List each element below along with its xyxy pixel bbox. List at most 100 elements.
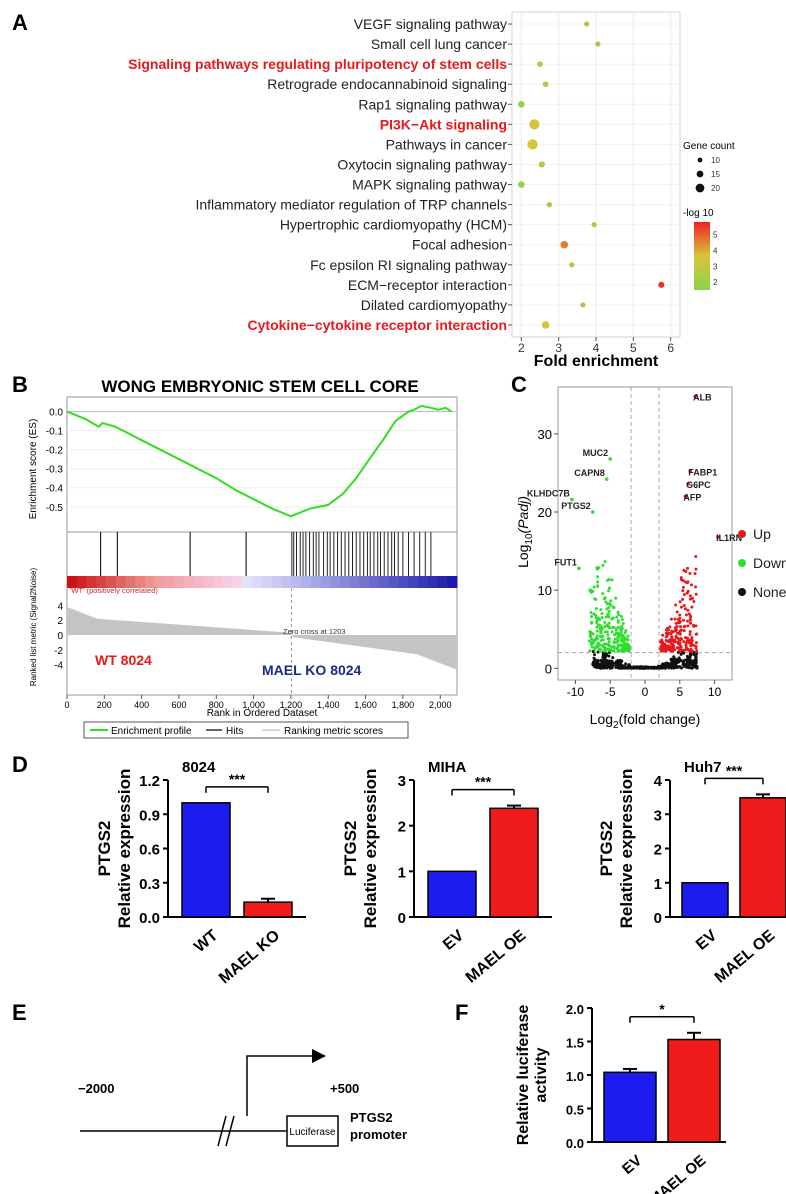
gene-point-none [694,653,698,657]
gene-point-down [601,592,605,596]
gene-point-up [689,621,693,625]
metric-heat-segment [398,576,409,588]
pathway-label: Dilated cardiomyopathy [361,297,507,313]
volcano-legend-label: Up [753,526,771,542]
gene-point-up [688,633,692,637]
gene-point-up [673,617,677,621]
gene-point-down [592,612,596,616]
volcano-x-axis-title: Log2(fold change) [590,711,701,731]
gene-point-up [686,608,690,612]
panel-letter-e: E [12,1000,27,1025]
y-tick-label: 0.3 [139,876,160,893]
bar [681,882,729,918]
gene-point-none [641,666,645,670]
gene-point-down [606,612,610,616]
gene-point-up [676,631,680,635]
metric-tick-label: -4 [54,661,63,672]
gene-point-up [695,649,699,653]
gene-point-up [683,607,687,611]
gene-point-up [674,621,678,625]
break-mark-left [217,1115,227,1147]
gene-label: IL1RN [716,533,742,543]
legend-hits-label: Hits [226,726,243,737]
gene-point-up [685,636,689,640]
gene-point-up [686,589,690,593]
y-tick-label: 1 [398,864,406,881]
gene-point-up [678,620,682,624]
es-tick-label: -0.4 [46,484,64,495]
gene-point-down [625,642,629,646]
gene-point-up [694,555,698,559]
gene-point-up [673,626,677,630]
gene-point-down [622,647,626,651]
legend-metric-label: Ranking metric scores [284,726,383,737]
enrichment-profile-line [66,404,452,518]
color-legend-label: 2 [713,278,718,287]
volcano-y-tick-label: 20 [538,505,552,520]
color-legend-bar [694,222,710,290]
significance-marker: *** [726,762,743,778]
size-legend-dot [695,183,705,193]
gene-point-up [688,618,692,622]
gene-point-down [607,615,611,619]
gene-point-down [588,634,592,638]
gene-point-down [603,648,607,652]
x-tick-label: 5 [630,341,637,355]
y-axis-title-line2: activity [533,1047,550,1102]
gene-point-none [694,658,698,662]
gene-point-none [678,665,682,669]
color-legend-label: 5 [713,231,718,240]
metric-heat-segment [67,576,78,588]
gene-point-up [677,642,681,646]
bar [181,802,231,918]
size-legend-title: Gene count [683,141,735,152]
gene-point-up [690,636,694,640]
gene-point-down [612,640,616,644]
pathway-label: MAPK signaling pathway [352,177,507,193]
gene-point-down [596,580,600,584]
gene-point-down [623,631,627,635]
y-tick-label: 2 [398,819,406,836]
gene-point-down [604,615,608,619]
gene-point-up [671,649,675,653]
es-tick-label: -0.5 [46,503,64,514]
category-label: EV [693,927,721,954]
enrichment-dot [537,61,543,67]
y-tick-label: 1.0 [566,1069,584,1084]
gsea-x-tick-label: 1,000 [242,700,265,710]
gene-point-up [676,646,680,650]
gene-point-up [694,592,698,596]
enrichment-dot [529,119,540,130]
gene-point-down [592,585,596,589]
gene-point-up [664,639,668,643]
gene-point-none [692,653,696,657]
gene-point-up [687,612,691,616]
pathway-label: Rap1 signaling pathway [358,96,507,112]
volcano-y-axis-title: Log10(Padj) [515,496,535,568]
labeled-gene-point [570,497,574,502]
gene-point-down [596,584,600,588]
gene-point-up [660,638,664,642]
gene-point-down [596,616,600,620]
bar [489,807,539,918]
gene-point-down [621,644,625,648]
y-tick-label: 0 [654,910,662,927]
gene-point-up [674,603,678,607]
bar-chart-title: MIHA [428,759,466,776]
panel-letter-c: C [511,372,527,397]
gene-point-none [693,662,697,666]
x-tick-label: 2 [518,341,525,355]
gene-point-up [682,592,686,596]
y-tick-label: 3 [654,807,662,824]
gene-point-none [591,649,595,653]
metric-heat-segment [184,576,195,588]
gene-point-down [612,649,616,653]
gene-point-up [678,638,682,642]
gene-point-down [588,649,592,653]
gene-point-none [666,663,670,667]
gsea-x-tick-label: 1,600 [354,700,377,710]
gene-point-none [658,666,662,670]
gene-point-up [678,625,682,629]
metric-heat-segment [349,576,360,588]
ranking-metric-area [67,606,457,670]
